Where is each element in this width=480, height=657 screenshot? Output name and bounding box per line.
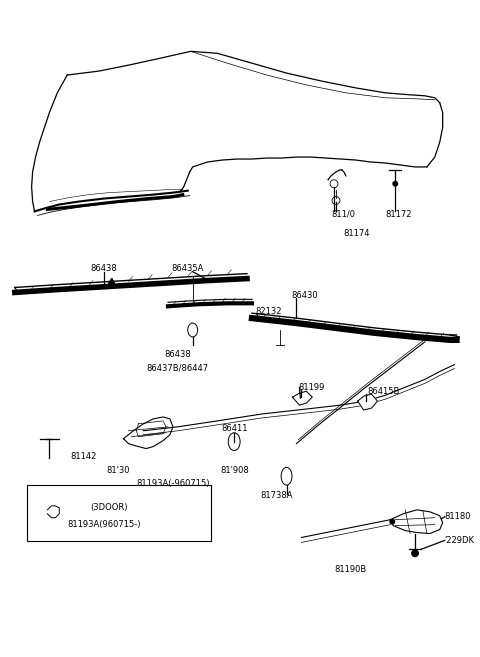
Polygon shape — [108, 279, 115, 284]
Text: '229DK: '229DK — [444, 536, 475, 545]
Text: 81'30: 81'30 — [107, 466, 131, 475]
Text: 86435A: 86435A — [171, 264, 204, 273]
Polygon shape — [292, 392, 312, 405]
Text: 82132: 82132 — [255, 307, 281, 316]
Text: 81738A: 81738A — [261, 491, 293, 501]
Text: 86438: 86438 — [90, 264, 117, 273]
Text: 81142: 81142 — [71, 452, 97, 461]
Text: 86411: 86411 — [221, 424, 247, 434]
Text: 81193A(-960715): 81193A(-960715) — [136, 479, 210, 487]
Text: (3DOOR): (3DOOR) — [90, 503, 128, 512]
Text: 86415B: 86415B — [368, 387, 400, 396]
Circle shape — [392, 181, 398, 187]
Text: 81172: 81172 — [385, 210, 412, 219]
Polygon shape — [358, 394, 377, 410]
Text: 81199: 81199 — [299, 383, 325, 392]
Text: 81180: 81180 — [444, 512, 471, 521]
Text: 81'908: 81'908 — [221, 466, 250, 475]
Circle shape — [411, 549, 419, 557]
Text: 81190B: 81190B — [335, 564, 367, 574]
Text: 86438: 86438 — [165, 350, 191, 359]
Text: 811/0: 811/0 — [331, 210, 355, 219]
Text: 86430: 86430 — [291, 291, 318, 300]
Text: 81174: 81174 — [343, 229, 370, 238]
Text: 81193A(960715-): 81193A(960715-) — [67, 520, 141, 529]
Circle shape — [389, 519, 395, 525]
Text: 86437B/86447: 86437B/86447 — [147, 363, 209, 372]
